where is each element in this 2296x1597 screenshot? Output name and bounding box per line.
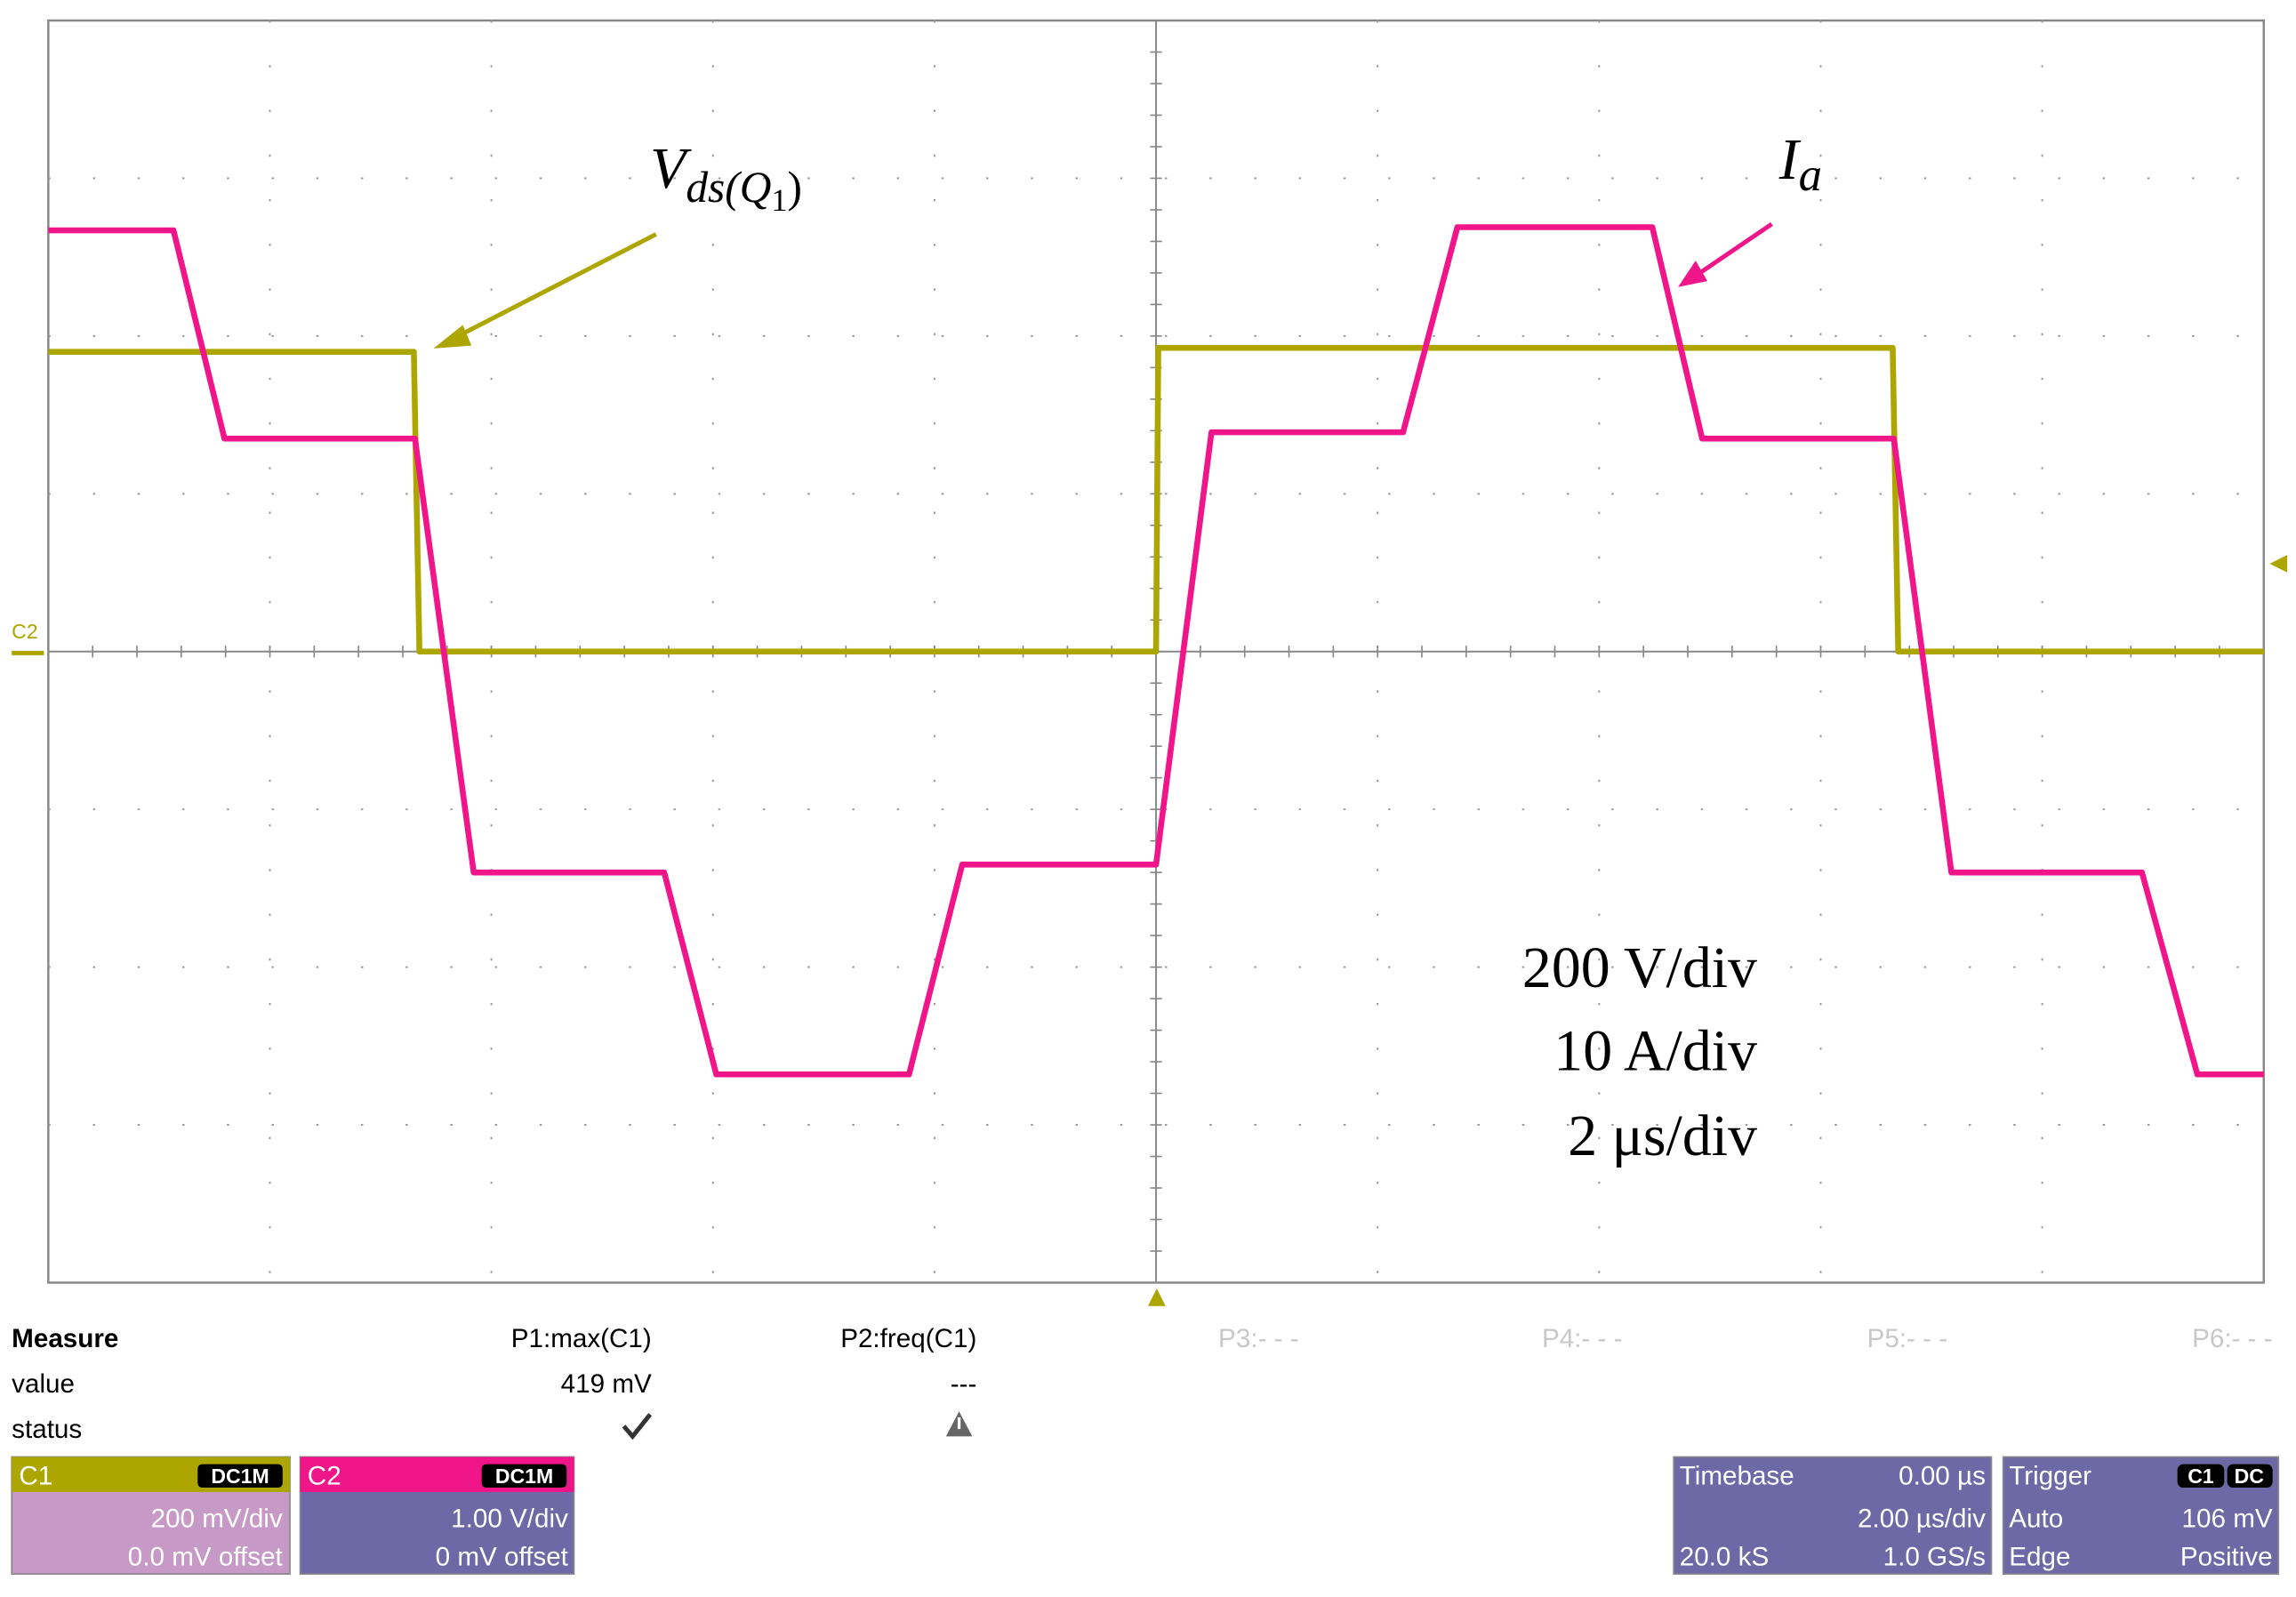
vds-arrow	[453, 232, 657, 341]
label-sub: ds(Q	[686, 163, 771, 212]
trigger-source: C1	[2188, 1465, 2214, 1488]
param-header: P3:- - -	[1218, 1324, 1299, 1353]
trigger-marker	[1148, 1288, 1166, 1306]
traces	[48, 224, 2264, 1078]
row-label: status	[12, 1415, 82, 1444]
trace	[48, 344, 2264, 655]
coupling-badge	[2227, 1464, 2273, 1488]
label-sub: a	[1799, 149, 1822, 201]
coupling-badge	[197, 1464, 283, 1488]
param-value: 419 mV	[561, 1369, 652, 1399]
level-marker	[2269, 555, 2288, 573]
scale-text: 2 μs/div	[1568, 1103, 1757, 1168]
param-header: P1:max(C1)	[511, 1324, 652, 1353]
timebase-delay: 0.00 µs	[1899, 1462, 1986, 1491]
label-subsub: 1	[771, 182, 787, 218]
param-header: P4:- - -	[1542, 1324, 1623, 1353]
trigger-level: 106 mV	[2182, 1504, 2273, 1533]
channel-name: C2	[308, 1462, 341, 1491]
param-header: P2:freq(C1)	[840, 1324, 976, 1353]
vds-arrowhead	[433, 325, 472, 349]
ia-arrow	[1697, 221, 1773, 276]
timebase-scale: 2.00 µs/div	[1858, 1504, 1986, 1533]
param-header: P6:- - -	[2192, 1324, 2273, 1353]
timebase-title: Timebase	[1680, 1462, 1794, 1491]
trigger-slope: Positive	[2180, 1542, 2273, 1571]
label-base: I	[1778, 127, 1802, 192]
label-base: V	[650, 136, 692, 201]
channel-scale: 200 mV/div	[151, 1504, 283, 1533]
timebase-box[interactable]	[1673, 1456, 1993, 1575]
trace	[48, 224, 2264, 1078]
coupling: DC1M	[211, 1465, 269, 1488]
timebase-rate: 1.0 GS/s	[1883, 1542, 1986, 1571]
c2-marker: C2	[12, 620, 37, 643]
channel-offset: 0 mV offset	[436, 1542, 569, 1571]
vds-label: Vds(Q1)	[650, 136, 802, 218]
label-close: )	[787, 163, 801, 212]
measure-title: Measure	[12, 1324, 118, 1353]
trigger-coupling: DC	[2235, 1465, 2265, 1488]
param-value: ---	[951, 1369, 977, 1399]
scale-text: 10 A/div	[1553, 1019, 1757, 1084]
warning-mark	[957, 1416, 961, 1430]
trigger-mode: Auto	[2009, 1504, 2063, 1533]
timebase-samples: 20.0 kS	[1680, 1542, 1769, 1571]
channel-name: C1	[19, 1462, 52, 1491]
channel-offset: 0.0 mV offset	[128, 1542, 284, 1571]
param-header: P5:- - -	[1867, 1324, 1948, 1353]
scale-text: 200 V/div	[1522, 935, 1757, 1000]
row-label: value	[12, 1369, 75, 1399]
ia-label: Ia	[1778, 127, 1822, 201]
source-badge	[2177, 1464, 2225, 1488]
channel-scale: 1.00 V/div	[451, 1504, 568, 1533]
trigger-title: Trigger	[2009, 1462, 2091, 1491]
trigger-type: Edge	[2009, 1542, 2070, 1571]
status-ok-icon	[622, 1413, 653, 1441]
coupling-badge	[481, 1464, 567, 1488]
ia-arrowhead	[1678, 261, 1708, 287]
coupling: DC1M	[495, 1465, 553, 1488]
